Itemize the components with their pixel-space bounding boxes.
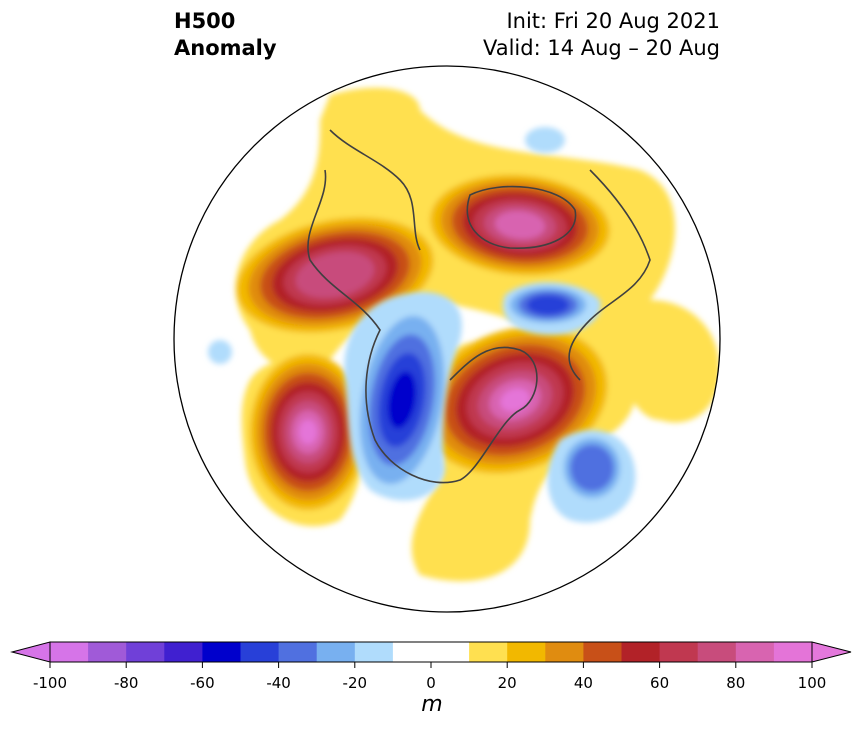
colorbar-tick-label: 60 (650, 674, 670, 692)
map-title: H500 Anomaly (174, 8, 277, 62)
colorbar-tick-label: -40 (266, 674, 291, 692)
coast-north-america (307, 169, 538, 484)
colorbar-tick-label: 80 (726, 674, 746, 692)
colorbar-cell (773, 642, 813, 662)
colorbar (10, 641, 852, 668)
colorbar-cell (88, 642, 127, 662)
coast-greenland (466, 185, 577, 249)
colorbar-cell (735, 642, 775, 662)
colorbar-cell (507, 642, 546, 662)
colorbar-tick-label: 0 (426, 674, 436, 692)
colorbar-tick-label: -80 (113, 674, 139, 692)
anomaly-fill (208, 87, 720, 582)
coast-eurasia (568, 169, 651, 381)
colorbar-tick-label: 20 (497, 674, 517, 692)
eastern-canada-ridge-level-19 (500, 388, 530, 412)
polar-map (173, 65, 721, 613)
trough-20m-pacific-speck (208, 340, 232, 364)
init-date: Init: Fri 20 Aug 2021 (506, 9, 720, 33)
colorbar-unit: m (421, 692, 443, 717)
colorbar-cells (50, 642, 813, 662)
coast-east-asia (329, 129, 421, 251)
arctic-siberia-ridge-level-18 (494, 210, 546, 240)
title-anomaly: Anomaly (174, 36, 277, 60)
colorbar-cell (164, 642, 203, 662)
colorbar-cell (621, 642, 661, 662)
colorbar-tick-label: 40 (573, 674, 593, 692)
colorbar-tick-label: -60 (190, 674, 215, 692)
title-variable: H500 (174, 9, 236, 33)
colorbar-cell (659, 642, 699, 662)
northeast-pacific-ridge-level-19 (298, 419, 318, 445)
colorbar-ticks (49, 662, 813, 668)
northwest-north-america-trough-level-4 (387, 371, 417, 429)
trough-20m-arctic (525, 127, 565, 153)
north-atlantic-trough-level-6 (570, 444, 614, 492)
barents-kara-trough-level-5 (526, 294, 570, 316)
colorbar-cell (126, 642, 165, 662)
colorbar-cell (50, 642, 89, 662)
colorbar-under-arrow (10, 641, 51, 663)
colorbar-cell (697, 642, 737, 662)
colorbar-cell (469, 642, 508, 662)
colorbar-cell (202, 642, 241, 662)
map-dates: Init: Fri 20 Aug 2021 Valid: 14 Aug – 20… (483, 8, 720, 62)
colorbar-over-arrow (811, 641, 852, 663)
colorbar-cell (583, 642, 622, 662)
colorbar-tick-label: -100 (32, 674, 68, 692)
colorbar-cell (316, 642, 356, 662)
colorbar-cell (545, 642, 584, 662)
colorbar-cell (354, 642, 394, 662)
coastlines (307, 129, 651, 484)
colorbar-tick-label: -20 (342, 674, 368, 692)
colorbar-cell (240, 642, 280, 662)
valid-range: Valid: 14 Aug – 20 Aug (482, 36, 720, 60)
map-boundary (173, 65, 721, 613)
colorbar-tick-label: 100 (797, 674, 827, 692)
colorbar-cell (431, 642, 470, 662)
colorbar-cell (392, 642, 432, 662)
colorbar-cell (278, 642, 318, 662)
central-pacific-ridge-level-17 (295, 251, 375, 299)
